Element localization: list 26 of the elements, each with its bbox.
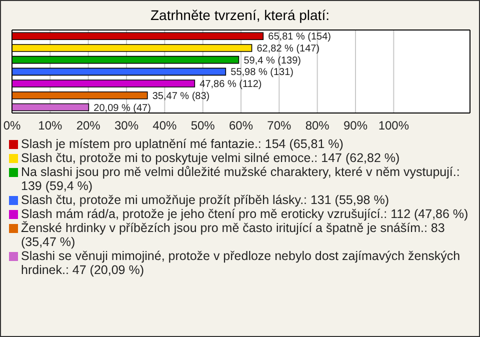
x-tick-label: 10% <box>38 118 62 133</box>
data-label: 55,98 % (131) <box>230 67 294 78</box>
x-tick-label: 0% <box>3 118 21 133</box>
legend-label: Slashi se věnuji mimojiné, protože v předloze nebylo dost zajímavých ženských hrdinek.: 47 (20,09 %) <box>21 249 462 277</box>
legend-label: Slash mám rád/a, protože je jeho čtení pro mě eroticky vzrušující.: 112 (47,86 %) <box>21 207 468 221</box>
data-label: 62,82 % (147) <box>256 44 320 55</box>
data-label: 65,81 % (154) <box>268 32 332 43</box>
x-tick-label: 50% <box>190 118 216 133</box>
x-tick-label: 70% <box>267 118 292 133</box>
x-tick-label: 60% <box>228 118 254 133</box>
data-label: 35,47 % (83) <box>152 90 210 102</box>
legend-label: Slash čtu, protože mi umožňuje prožít příběh lásky.: 131 (55,98 %) <box>21 193 390 207</box>
chart-title: Zatrhněte tvrzení, která platí: <box>150 7 330 25</box>
x-tick-label: 20% <box>76 118 101 133</box>
x-tick-label: 80% <box>305 118 330 133</box>
x-tick-label: 40% <box>152 118 177 133</box>
legend-label: Ženské hrdinky v příbězích jsou pro mě často iritující a špatně je snáším.: 83 (35,47 %) <box>21 221 446 249</box>
legend-label: Na slashi jsou pro mě velmi důležité mužské charaktery, které v něm vystupují.: 139 (59,4 %) <box>21 165 461 193</box>
x-tick-label: 90% <box>343 118 368 133</box>
legend-label: Slash je místem pro uplatnění mé fantazie.: 154 (65,81 %) <box>21 137 344 151</box>
data-label: 59,4 % (139) <box>244 55 301 66</box>
legend-label: Slash čtu, protože mi to poskytuje velmi silné emoce.: 147 (62,82 %) <box>21 151 400 165</box>
x-tick-label: 100% <box>378 118 410 133</box>
data-label: 20,09 % (47) <box>94 102 151 114</box>
data-label: 47,86 % (112) <box>200 79 262 90</box>
x-tick-label: 30% <box>114 118 139 133</box>
